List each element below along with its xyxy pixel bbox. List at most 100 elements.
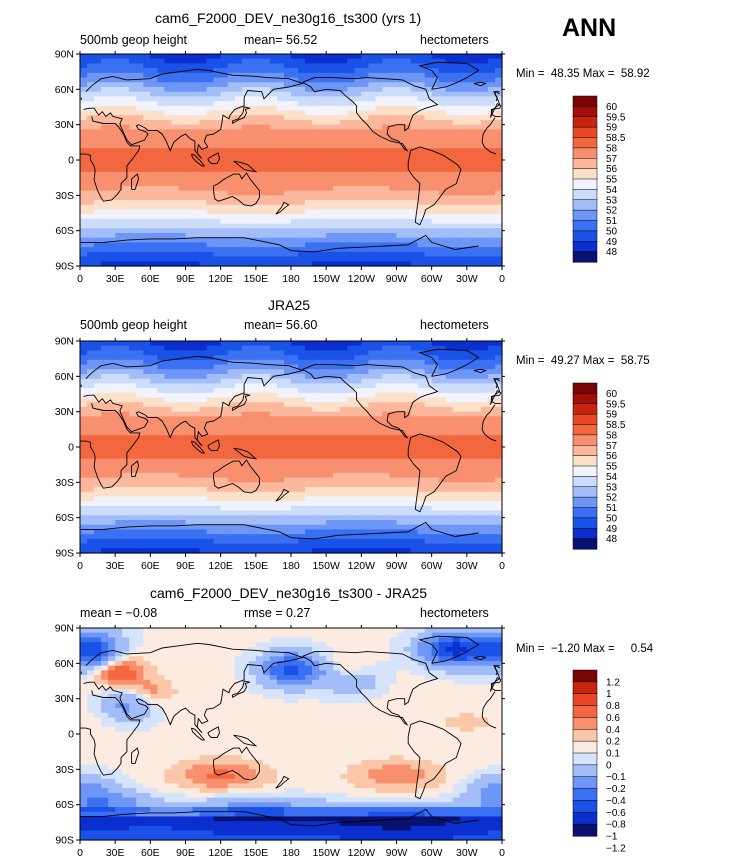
field-cell xyxy=(340,204,348,211)
field-cell xyxy=(291,176,299,182)
field-cell xyxy=(494,77,503,83)
field-cell xyxy=(206,487,215,493)
field-cell xyxy=(192,91,201,97)
field-cell xyxy=(480,195,489,201)
field-cell xyxy=(473,416,482,422)
field-cell xyxy=(192,233,201,239)
field-cell xyxy=(199,171,208,178)
field-cell xyxy=(375,482,384,488)
field-cell xyxy=(129,162,137,168)
field-cell xyxy=(199,214,208,220)
field-cell xyxy=(382,458,391,465)
field-cell xyxy=(227,341,236,347)
field-cell xyxy=(361,378,369,384)
field-cell xyxy=(192,378,201,384)
field-cell xyxy=(445,167,454,173)
field-cell xyxy=(438,383,447,389)
field-cell xyxy=(375,373,384,380)
field-cell xyxy=(347,233,355,239)
field-cell xyxy=(262,350,271,356)
field-cell xyxy=(403,86,412,93)
field-cell xyxy=(361,472,369,479)
field-cell xyxy=(87,247,95,253)
field-cell xyxy=(375,91,384,97)
field-cell xyxy=(192,204,201,211)
field-cell xyxy=(361,425,369,432)
field-cell xyxy=(101,350,109,356)
field-cell xyxy=(487,383,496,389)
field-cell xyxy=(234,341,243,347)
field-cell xyxy=(94,143,102,149)
field-cell xyxy=(382,237,391,244)
field-cell xyxy=(227,472,236,479)
field-cell xyxy=(347,477,355,483)
field-cell xyxy=(178,378,187,384)
field-cell xyxy=(291,388,299,394)
field-cell xyxy=(312,444,320,450)
field-cell xyxy=(108,510,116,516)
field-cell xyxy=(410,496,419,502)
field-cell xyxy=(115,129,123,135)
field-cell xyxy=(255,496,264,502)
field-cell xyxy=(452,378,461,384)
field-cell xyxy=(480,477,489,483)
field-cell xyxy=(494,345,503,352)
field-cell xyxy=(389,454,398,460)
field-cell xyxy=(108,167,116,173)
field-cell xyxy=(129,152,137,159)
field-cell xyxy=(368,96,376,102)
field-cell xyxy=(487,195,496,201)
field-cell xyxy=(220,124,229,130)
field-cell xyxy=(473,119,482,126)
field-cell xyxy=(164,251,173,258)
field-cell xyxy=(305,341,313,347)
field-cell xyxy=(375,228,384,234)
field-cell xyxy=(473,388,482,394)
field-cell xyxy=(283,350,292,356)
field-cell xyxy=(262,143,271,149)
field-cell xyxy=(213,214,222,220)
field-cell xyxy=(368,454,376,460)
field-cell xyxy=(312,91,320,97)
field-cell xyxy=(480,58,489,65)
field-cell xyxy=(108,237,116,244)
field-cell xyxy=(185,449,194,455)
field-cell xyxy=(368,439,376,446)
field-cell xyxy=(403,491,412,498)
field-cell xyxy=(410,138,419,145)
field-cell xyxy=(480,388,489,394)
field-cell xyxy=(164,242,173,248)
field-cell xyxy=(241,251,250,258)
field-cell xyxy=(333,388,341,394)
field-cell xyxy=(262,411,271,417)
field-cell xyxy=(305,350,313,356)
field-cell xyxy=(326,82,334,88)
field-cell xyxy=(438,406,447,413)
field-cell xyxy=(452,487,461,493)
field-cell xyxy=(94,218,102,225)
field-cell xyxy=(87,143,95,149)
field-cell xyxy=(171,402,180,408)
field-cell xyxy=(143,251,151,258)
field-cell xyxy=(487,491,496,498)
field-cell xyxy=(375,261,384,267)
field-cell xyxy=(403,63,412,69)
field-cell xyxy=(333,214,341,220)
field-cell xyxy=(87,86,95,93)
colorbar-label: 59 xyxy=(606,123,618,134)
field-cell xyxy=(459,468,468,474)
field-cell xyxy=(94,237,102,244)
field-cell xyxy=(241,261,250,267)
field-cell xyxy=(452,345,461,352)
field-cell xyxy=(108,124,116,130)
field-cell xyxy=(326,176,334,182)
field-cell xyxy=(445,86,454,93)
field-cell xyxy=(143,458,151,465)
field-cell xyxy=(213,505,222,512)
field-cell xyxy=(361,124,369,130)
field-cell xyxy=(241,501,250,507)
field-cell xyxy=(494,228,503,234)
field-cell xyxy=(312,472,320,479)
field-cell xyxy=(368,406,376,413)
field-cell xyxy=(291,68,299,74)
